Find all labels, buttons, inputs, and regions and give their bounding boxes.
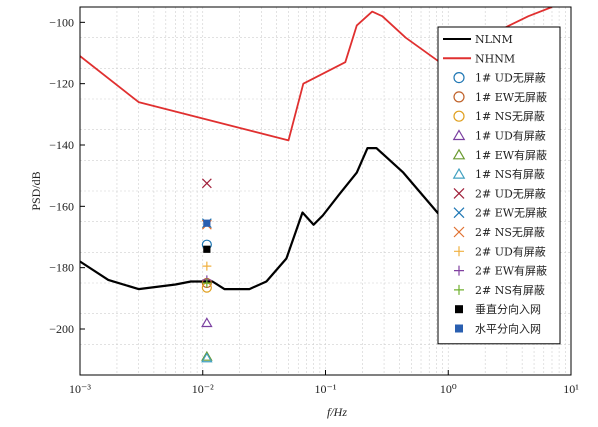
y-tick-label: −140: [49, 138, 74, 152]
legend-swatch-plus: [454, 284, 464, 295]
x-tick-label: 10⁰: [440, 382, 457, 396]
legend-label: 2# NS有屏蔽: [475, 283, 545, 297]
data-point-triangle: [201, 350, 213, 361]
legend-label: 1# NS无屏蔽: [475, 110, 545, 123]
y-axis-title: PSD/dB: [29, 171, 43, 210]
legend-swatch-square: [455, 305, 463, 314]
legend-swatch-circle: [453, 71, 465, 84]
x-axis-title: f/Hz: [327, 405, 347, 419]
legend-label: 1# UD有屏蔽: [475, 129, 546, 143]
x-tick-label: 10⁻³: [69, 382, 91, 396]
y-axis-ticks: −100 −120 −140 −160 −180 −200: [49, 15, 85, 336]
y-tick-label: −200: [49, 322, 74, 336]
x-tick-label: 10⁻¹: [315, 382, 337, 396]
legend-swatch-triangle: [452, 167, 466, 179]
legend: NLNM NHNM 1# UD无屏蔽 1# EW无屏蔽 1# NS无屏蔽 1# UD有屏蔽…: [437, 26, 561, 345]
data-point-triangle: [201, 352, 213, 363]
legend-swatch-square: [455, 324, 463, 333]
legend-label: 2# NS无屏蔽: [475, 226, 545, 239]
legend-swatch-x: [453, 207, 465, 219]
line-nlnm: [80, 147, 444, 291]
y-tick-label: −160: [49, 199, 74, 213]
measurement-points: [201, 178, 213, 363]
legend-label: 2# EW无屏蔽: [475, 207, 547, 220]
legend-label: 水平分向入网: [475, 322, 541, 336]
x-axis-ticks: 10⁻³ 10⁻² 10⁻¹ 10⁰ 10¹: [69, 370, 579, 396]
legend-swatch-plus: [454, 265, 464, 276]
legend-swatch-plus: [454, 246, 464, 257]
legend-swatch-triangle: [452, 129, 466, 141]
y-tick-label: −180: [49, 261, 74, 275]
legend-swatch-circle: [453, 110, 465, 122]
y-tick-label: −120: [49, 77, 74, 91]
legend-swatch-circle: [453, 91, 465, 103]
legend-label: 垂直分向入网: [475, 302, 541, 316]
legend-swatch-triangle: [452, 148, 466, 160]
legend-label: NLNM: [475, 33, 513, 46]
legend-label: 1# NS有屏蔽: [475, 167, 545, 181]
data-point-x: [201, 178, 212, 189]
data-point-triangle: [201, 317, 213, 328]
legend-label: 1# UD无屏蔽: [475, 72, 546, 85]
legend-label: NHNM: [475, 52, 515, 65]
legend-box: [437, 26, 561, 345]
legend-label: 1# EW无屏蔽: [475, 91, 547, 104]
legend-label: 2# EW有屏蔽: [475, 264, 547, 278]
legend-label: 2# UD有屏蔽: [475, 244, 546, 258]
x-tick-label: 10⁻²: [192, 382, 214, 396]
legend-label: 1# EW有屏蔽: [475, 148, 547, 162]
x-tick-label: 10¹: [563, 382, 579, 396]
data-point-plus: [202, 278, 212, 288]
data-point-plus: [202, 261, 212, 271]
y-tick-label: −100: [49, 15, 74, 29]
legend-swatch-x: [453, 187, 465, 199]
legend-label: 2# UD无屏蔽: [475, 187, 546, 200]
legend-swatch-x: [453, 226, 465, 238]
data-point-square: [203, 219, 211, 227]
data-point-square: [203, 245, 211, 253]
